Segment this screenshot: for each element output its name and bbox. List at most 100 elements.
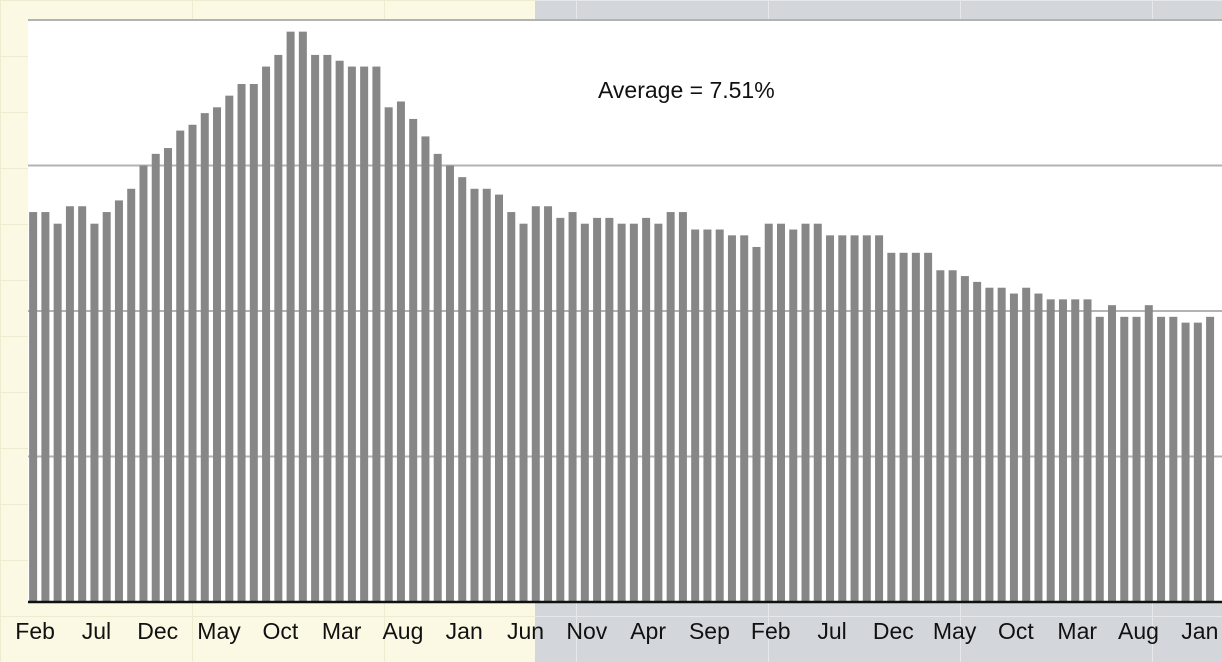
bar <box>838 235 847 602</box>
x-tick-label: Jan <box>446 618 483 644</box>
bar <box>176 130 185 602</box>
x-tick-label: Jan <box>1181 618 1218 644</box>
bar <box>899 252 908 603</box>
bar <box>973 281 982 602</box>
bar <box>850 235 859 602</box>
bar <box>311 54 320 603</box>
bar <box>997 287 1006 602</box>
bar <box>458 177 467 602</box>
x-tick-label: Apr <box>630 618 666 644</box>
bar <box>1046 299 1055 602</box>
bar <box>1071 299 1080 602</box>
bar <box>1132 316 1141 602</box>
bar <box>53 223 62 602</box>
bar <box>1022 287 1031 602</box>
bar <box>605 217 614 602</box>
bar <box>127 188 136 602</box>
bar <box>1095 316 1104 602</box>
bar <box>396 101 405 602</box>
x-tick-label: Jul <box>817 618 846 644</box>
bar <box>617 223 626 602</box>
x-tick-label: Jul <box>82 618 111 644</box>
bar <box>409 118 418 602</box>
bar <box>985 287 994 602</box>
bar <box>568 212 577 602</box>
bar <box>507 212 516 602</box>
x-tick-label: Dec <box>137 618 178 644</box>
x-tick-label: Oct <box>998 618 1034 644</box>
bar <box>470 188 479 602</box>
bar <box>960 276 969 602</box>
bar <box>495 194 504 602</box>
bar <box>225 95 234 602</box>
bar <box>1034 293 1043 602</box>
bar <box>298 31 307 602</box>
bar <box>1157 316 1166 602</box>
bar <box>703 229 712 602</box>
bar <box>65 206 74 603</box>
bar <box>1083 299 1092 602</box>
bar <box>433 153 442 603</box>
bar <box>752 246 761 603</box>
x-tick-label: Aug <box>382 618 423 644</box>
annotation: Average = 7.51% <box>598 77 775 103</box>
x-tick-label: Oct <box>262 618 298 644</box>
bar <box>875 235 884 602</box>
bar <box>936 270 945 602</box>
bar <box>654 223 663 602</box>
bar <box>274 54 283 603</box>
bar <box>1206 316 1215 602</box>
bar <box>519 223 528 602</box>
bar <box>1181 322 1190 602</box>
x-tick-label: Feb <box>751 618 791 644</box>
bar <box>924 252 933 603</box>
bar <box>666 212 675 602</box>
bar <box>826 235 835 602</box>
bar <box>593 217 602 602</box>
bar <box>789 229 798 602</box>
x-tick-label: May <box>933 618 977 644</box>
x-tick-label: Feb <box>15 618 55 644</box>
x-tick-label: Mar <box>1057 618 1097 644</box>
bar <box>776 223 785 602</box>
bar <box>642 217 651 602</box>
x-tick-label: May <box>197 618 241 644</box>
bar <box>911 252 920 603</box>
bar <box>556 217 565 602</box>
bar <box>90 223 99 602</box>
bar <box>213 107 222 603</box>
bar <box>29 212 38 602</box>
bar <box>372 66 381 602</box>
bar <box>862 235 871 602</box>
bar <box>1193 322 1202 602</box>
bar <box>114 200 123 603</box>
bar <box>41 212 50 602</box>
bar <box>1120 316 1129 602</box>
x-tick-label: Dec <box>873 618 914 644</box>
x-tick-label: Mar <box>322 618 362 644</box>
bar <box>1108 305 1117 602</box>
bar <box>727 235 736 602</box>
bar <box>813 223 822 602</box>
bar <box>1009 293 1018 602</box>
x-tick-label: Nov <box>566 618 607 644</box>
bar <box>544 206 553 603</box>
bar <box>948 270 957 602</box>
bar <box>262 66 271 602</box>
bar <box>887 252 896 603</box>
bar <box>691 229 700 602</box>
bar <box>200 113 209 603</box>
bar <box>323 54 332 603</box>
bar <box>740 235 749 602</box>
bar <box>78 206 87 603</box>
bar <box>1144 305 1153 602</box>
x-tick-label: Jun <box>507 618 544 644</box>
bar <box>347 66 356 602</box>
bar <box>1058 299 1067 602</box>
x-tick-label: Aug <box>1118 618 1159 644</box>
bar <box>188 124 197 602</box>
bar <box>360 66 369 602</box>
bar <box>678 212 687 602</box>
bar <box>237 84 246 602</box>
